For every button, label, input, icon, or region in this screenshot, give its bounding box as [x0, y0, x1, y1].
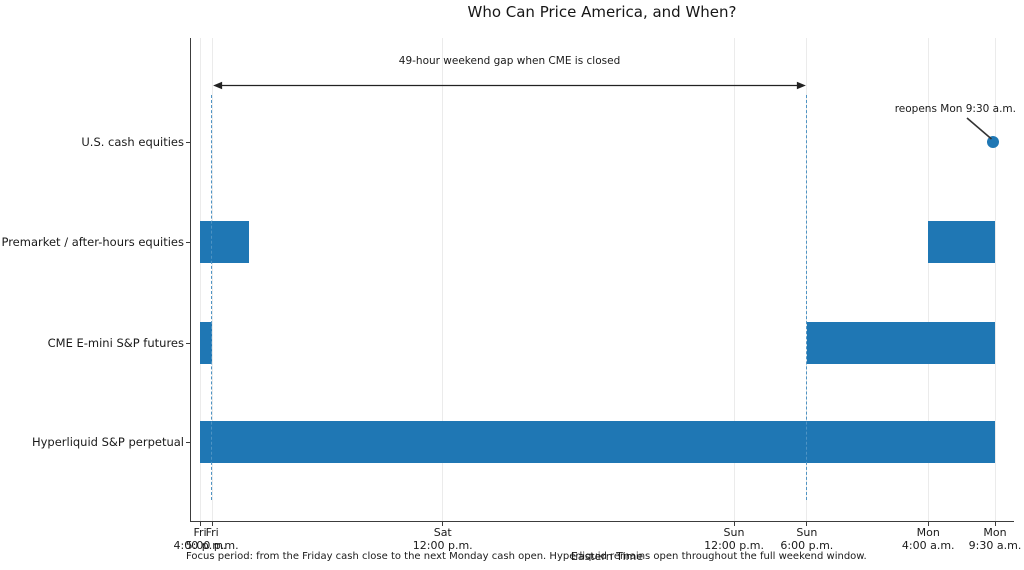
x-tick-label: Sun 12:00 p.m.: [704, 526, 764, 552]
y-tick-label: Premarket / after-hours equities: [1, 235, 184, 249]
x-tick-label: Mon 4:00 a.m.: [901, 526, 955, 552]
gap-annotation-label: 49-hour weekend gap when CME is closed: [398, 55, 621, 67]
y-tick-label: Hyperliquid S&P perpetual: [31, 435, 184, 449]
x-tick-day: Sun: [796, 526, 818, 539]
x-tick-time: 12:00 p.m.: [704, 538, 764, 552]
y-tick-label: CME E-mini S&P futures: [47, 336, 184, 350]
bar-segment: [200, 221, 249, 263]
x-tick-day: Fri: [205, 526, 219, 539]
x-tick-time: 9:30 a.m.: [968, 538, 1022, 552]
dashed-guide-line: [805, 95, 807, 500]
gridline: [211, 38, 213, 521]
x-tick-time: 5:00 p.m.: [185, 538, 239, 552]
gridline: [442, 38, 444, 521]
gridline: [994, 38, 996, 521]
marker-dot: [986, 136, 999, 148]
bar-segment: [200, 421, 995, 463]
gridline: [733, 38, 735, 521]
x-tick-label: Fri 5:00 p.m.: [185, 526, 239, 552]
x-tick-day: Sat: [433, 526, 452, 539]
x-tick-label: Sat 12:00 p.m.: [412, 526, 473, 552]
bar-segment: [928, 221, 995, 263]
x-tick-day: Fri: [193, 526, 207, 539]
bar-segment: [200, 322, 213, 364]
x-tick-mark: [211, 522, 213, 526]
x-tick-day: Mon: [916, 526, 940, 539]
x-tick-mark: [442, 522, 444, 526]
x-tick-day: Mon: [983, 526, 1007, 539]
x-tick-time: 4:00 p.m.: [173, 538, 227, 552]
gridline: [199, 38, 201, 521]
x-tick-mark: [733, 522, 735, 526]
x-tick-day: Sun: [723, 526, 745, 539]
chart-title: Who Can Price America, and When?: [467, 3, 737, 21]
x-tick-time: 12:00 p.m.: [412, 538, 473, 552]
reopen-annotation-label: reopens Mon 9:30 a.m.: [894, 103, 1016, 115]
y-tick-mark: [186, 441, 190, 443]
footnote: Focus period: from the Friday cash close…: [186, 551, 867, 562]
y-tick-mark: [186, 141, 190, 143]
x-tick-label: Fri 4:00 p.m.: [173, 526, 227, 552]
x-tick-time: 4:00 a.m.: [901, 538, 955, 552]
y-axis-spine: [190, 38, 191, 521]
x-tick-label: Mon 9:30 a.m.: [968, 526, 1022, 552]
bar-segment: [806, 322, 995, 364]
x-axis-label: Eastern Time: [570, 550, 644, 563]
x-tick-time: 6:00 p.m.: [780, 538, 834, 552]
y-tick-label: U.S. cash equities: [81, 135, 184, 149]
x-tick-mark: [994, 522, 996, 526]
x-tick-label: Sun 6:00 p.m.: [780, 526, 834, 552]
dashed-guide-line: [211, 95, 213, 500]
x-tick-mark: [199, 522, 201, 526]
x-tick-mark: [806, 522, 808, 526]
x-tick-mark: [927, 522, 929, 526]
y-tick-mark: [186, 241, 190, 243]
y-tick-mark: [186, 342, 190, 344]
x-axis-spine: [190, 521, 1014, 522]
gridline: [927, 38, 929, 521]
gridline: [806, 38, 808, 521]
